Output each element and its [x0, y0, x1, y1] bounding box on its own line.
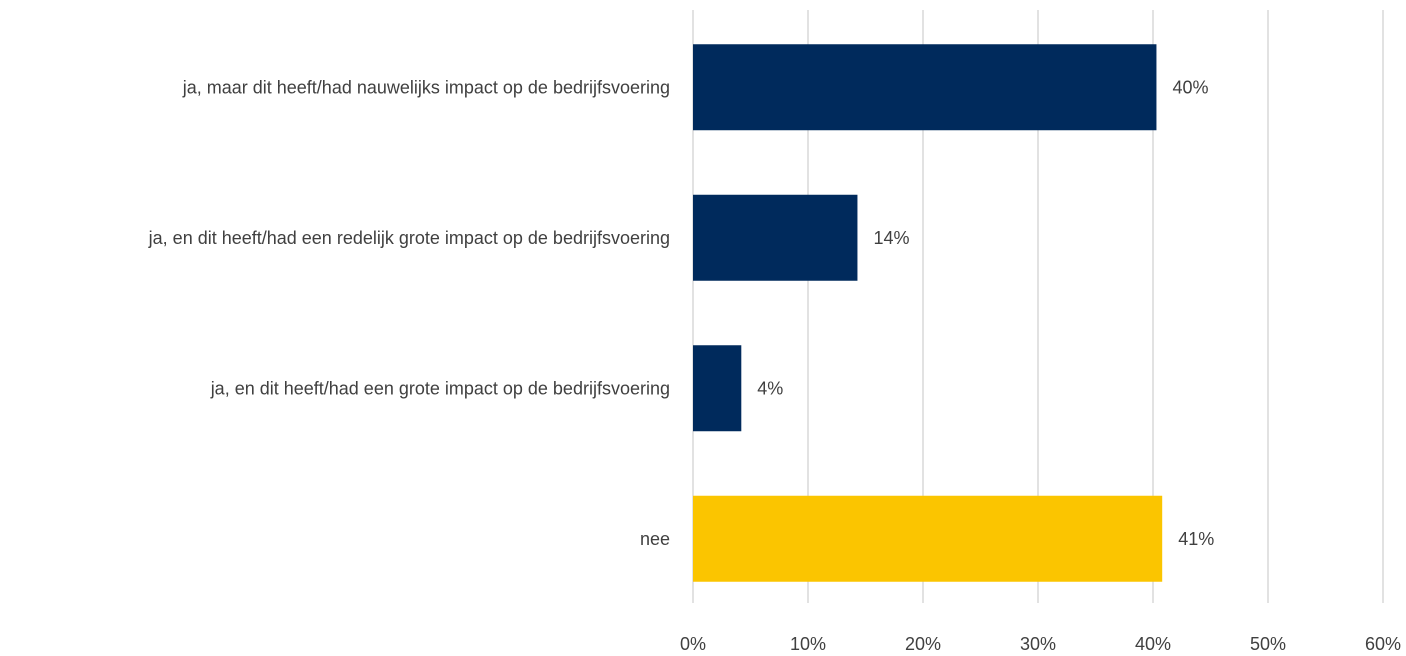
x-tick-label: 60%	[1365, 634, 1401, 654]
bar-1	[693, 194, 858, 281]
x-tick-label: 50%	[1250, 634, 1286, 654]
data-label: 41%	[1178, 529, 1214, 549]
category-label: nee	[640, 529, 670, 549]
category-label: ja, maar dit heeft/had nauwelijks impact…	[182, 77, 670, 97]
category-label: ja, en dit heeft/had een grote impact op…	[210, 378, 670, 398]
x-tick-label: 40%	[1135, 634, 1171, 654]
data-label: 40%	[1172, 77, 1208, 97]
labels: 0% 10% 20% 30% 40% 50% 60% ja, maar dit heeft/h…	[148, 77, 1401, 654]
category-label: ja, en dit heeft/had een redelijk grote …	[148, 228, 670, 248]
x-tick-label: 10%	[790, 634, 826, 654]
data-label: 4%	[757, 378, 783, 398]
bars	[693, 44, 1163, 582]
x-tick-label: 30%	[1020, 634, 1056, 654]
bar-2	[693, 345, 742, 432]
x-tick-label: 0%	[680, 634, 706, 654]
x-tick-label: 20%	[905, 634, 941, 654]
bar-0	[693, 44, 1157, 131]
bar-3	[693, 495, 1163, 582]
data-label: 14%	[873, 228, 909, 248]
